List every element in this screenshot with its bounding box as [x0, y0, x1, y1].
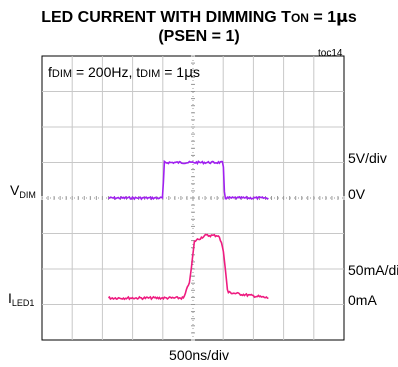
vdim-scale-label: 5V/div: [348, 150, 387, 166]
iled-trace: [107, 233, 269, 301]
chart-title-line1: LED CURRENT WITH DIMMING TON = 1µs: [41, 7, 357, 27]
x-axis-label: 500ns/div: [169, 347, 229, 363]
iled-zero-label: 0mA: [348, 292, 377, 308]
figure-id: toc14: [318, 48, 343, 59]
vdim-zero-label: 0V: [348, 186, 366, 202]
vdim-trace: [108, 159, 269, 201]
iled-scale-label: 50mA/div: [348, 262, 398, 278]
chart-title-line2: (PSEN = 1): [158, 28, 240, 45]
vdim-channel-label: VDIM: [10, 182, 36, 200]
grid: [41, 55, 345, 341]
dimming-annotation: fDIM = 200Hz, tDIM = 1µs: [48, 64, 200, 81]
iled-channel-label: ILED1: [8, 290, 35, 308]
